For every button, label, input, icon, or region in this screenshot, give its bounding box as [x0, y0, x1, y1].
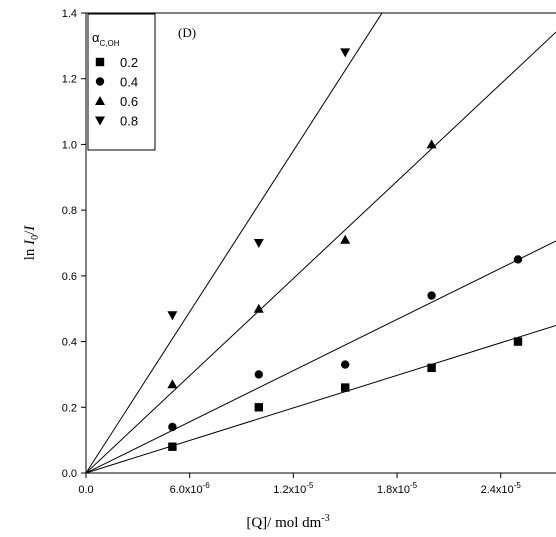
- x-tick-label-exp: -5: [514, 481, 522, 490]
- marker: [168, 422, 177, 432]
- marker: [95, 57, 105, 67]
- marker: [254, 403, 263, 412]
- x-axis-label: [Q]/ mol dm-3: [246, 513, 329, 531]
- x-tick-label: 1.2x10-5: [273, 481, 314, 496]
- marker: [168, 442, 177, 451]
- marker: [167, 379, 178, 389]
- fit-line: [86, 13, 383, 473]
- legend-label: 0.6: [120, 94, 138, 109]
- x-tick-label-text: 0.0: [78, 484, 93, 496]
- marker: [167, 311, 178, 321]
- marker: [427, 291, 436, 300]
- fit-line: [86, 31, 556, 473]
- y-tick-label: 1.4: [62, 8, 77, 20]
- fit-line: [86, 240, 556, 473]
- x-tick-label: 0.0: [78, 484, 93, 496]
- y-tick-label: 0.4: [62, 337, 77, 349]
- legend-label: 0.4: [120, 75, 138, 90]
- legend-title: αC,OH: [92, 30, 120, 48]
- y-tick-label: 0.2: [62, 402, 77, 414]
- legend-label: 0.2: [120, 55, 138, 70]
- marker: [95, 77, 105, 86]
- y-tick-label: 1.2: [62, 74, 77, 86]
- x-tick-label: 2.4x10-5: [481, 481, 522, 496]
- x-tick-label-exp: -5: [410, 481, 418, 490]
- marker: [95, 96, 105, 105]
- marker: [340, 360, 350, 369]
- marker: [340, 383, 350, 392]
- x-tick-label-text: 6.0x10: [170, 484, 203, 496]
- y-tick-label: 0.8: [62, 205, 77, 217]
- y-axis-label: ln I0/I: [22, 225, 41, 261]
- marker: [340, 48, 351, 58]
- fit-line: [86, 324, 556, 473]
- marker: [95, 116, 105, 126]
- x-tick-label-text: 1.8x10: [377, 484, 410, 496]
- x-tick-label: 1.8x10-5: [377, 481, 418, 496]
- x-tick-label-text: 2.4x10: [481, 484, 514, 496]
- x-tick-label-text: 1.2x10: [273, 484, 306, 496]
- annotation: (D): [178, 25, 196, 40]
- marker: [426, 139, 437, 149]
- marker: [254, 370, 263, 379]
- y-tick-label: 0.6: [62, 271, 77, 283]
- marker: [513, 337, 523, 346]
- marker: [253, 239, 264, 248]
- legend-label: 0.8: [120, 114, 138, 129]
- y-tick-label: 1.0: [62, 139, 77, 151]
- y-tick-label: 0.0: [62, 468, 77, 480]
- x-tick-label: 6.0x10-6: [170, 481, 211, 496]
- marker: [513, 255, 523, 264]
- x-tick-label-exp: -5: [306, 481, 314, 490]
- marker: [340, 234, 351, 244]
- marker: [253, 303, 264, 313]
- x-tick-label-exp: -6: [203, 481, 211, 490]
- marker: [427, 363, 436, 373]
